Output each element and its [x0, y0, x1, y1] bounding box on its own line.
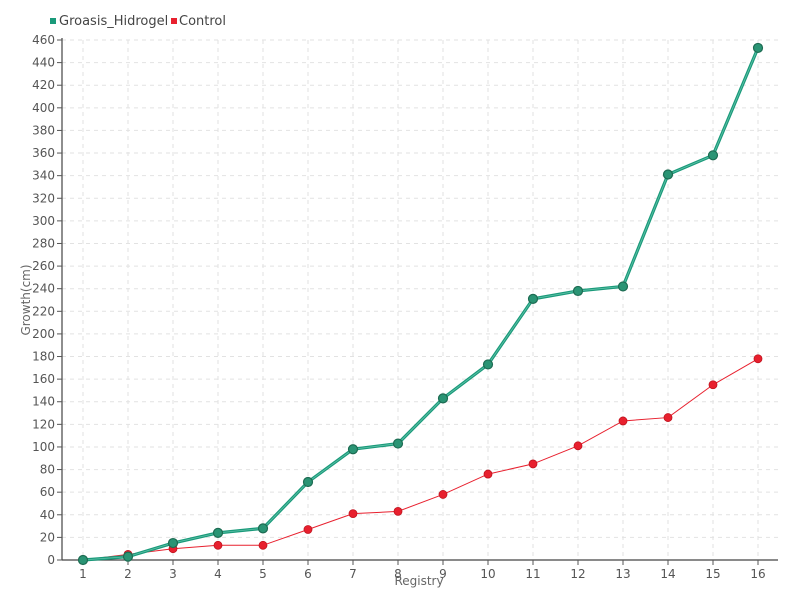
data-point-control[interactable] [303, 525, 313, 534]
y-axis-title: Growth(cm) [19, 264, 33, 335]
x-tick-label: 14 [660, 567, 675, 581]
data-point-groasis[interactable] [617, 281, 629, 292]
y-tick-labels: 0 20 40 60 80 100 120 140 160 180 200 220 240 260 280 3… [32, 33, 62, 567]
series-control [78, 354, 763, 565]
data-point-groasis[interactable] [167, 537, 179, 549]
data-point-groasis[interactable] [212, 527, 224, 538]
data-point-groasis[interactable] [122, 551, 134, 562]
x-tick-labels: 1 2 3 4 5 6 7 8 9 10 11 12 13 14 15 16 [79, 560, 766, 581]
data-point-control[interactable] [663, 413, 673, 422]
data-point-groasis[interactable] [302, 476, 314, 488]
x-tick-label: 8 [394, 567, 402, 581]
data-point-groasis[interactable] [572, 285, 584, 297]
data-point-groasis[interactable] [752, 42, 764, 54]
axes [61, 38, 778, 561]
y-tick-label: 240 [32, 282, 55, 296]
y-tick-label: 340 [32, 169, 55, 183]
data-point-groasis[interactable] [707, 150, 719, 161]
y-tick-label: 60 [40, 485, 55, 499]
y-tick-label: 320 [32, 191, 55, 205]
legend-item-control[interactable]: Control [171, 14, 226, 29]
y-tick-label: 380 [32, 123, 55, 137]
x-tick-label: 6 [304, 567, 312, 581]
legend[interactable]: Groasis_Hidrogel Control [50, 14, 226, 29]
y-tick-label: 440 [32, 56, 55, 70]
data-point-groasis[interactable] [347, 444, 359, 455]
legend-swatch-control [171, 18, 177, 24]
x-tick-label: 10 [480, 567, 495, 581]
y-tick-label: 260 [32, 259, 55, 273]
data-point-groasis[interactable] [662, 169, 674, 180]
y-tick-label: 40 [40, 508, 55, 522]
y-tick-label: 180 [32, 350, 55, 364]
x-tick-label: 15 [705, 567, 720, 581]
data-point-control[interactable] [573, 441, 583, 451]
y-tick-label: 80 [40, 463, 55, 477]
y-tick-label: 280 [32, 236, 55, 250]
data-point-control[interactable] [213, 540, 223, 550]
series-line-groasis [82, 47, 760, 562]
y-tick-label: 120 [32, 417, 55, 431]
data-point-control[interactable] [708, 380, 718, 390]
x-tick-label: 12 [570, 567, 585, 581]
data-point-groasis[interactable] [437, 393, 449, 404]
y-tick-label: 460 [32, 33, 55, 47]
legend-swatch-groasis [50, 18, 56, 24]
series-line-control [82, 358, 759, 561]
x-tick-label: 13 [615, 567, 630, 581]
y-tick-label: 20 [40, 530, 55, 544]
grid-lines [62, 39, 778, 560]
data-point-control[interactable] [753, 354, 763, 364]
data-point-control[interactable] [438, 490, 448, 499]
y-tick-label: 0 [47, 553, 55, 567]
x-tick-label: 3 [169, 567, 177, 581]
y-tick-label: 200 [32, 327, 55, 341]
y-tick-label: 140 [32, 395, 55, 409]
data-point-control[interactable] [348, 509, 358, 519]
x-tick-label: 1 [79, 567, 87, 581]
legend-label-control: Control [179, 14, 226, 29]
series-layer [77, 42, 764, 566]
y-tick-label: 420 [32, 78, 55, 92]
data-point-groasis[interactable] [527, 293, 539, 304]
y-tick-label: 160 [32, 372, 55, 386]
data-point-control[interactable] [618, 416, 628, 426]
y-tick-label: 300 [32, 214, 55, 228]
x-tick-label: 9 [439, 567, 447, 581]
x-tick-label: 4 [214, 567, 222, 581]
data-point-groasis[interactable] [392, 438, 404, 449]
y-tick-label: 220 [32, 304, 55, 318]
series-line-highlight-groasis [82, 47, 759, 561]
x-tick-label: 16 [750, 567, 765, 581]
x-tick-label: 5 [259, 567, 267, 581]
data-point-control[interactable] [393, 506, 403, 516]
series-groasis [77, 42, 764, 566]
legend-item-groasis[interactable]: Groasis_Hidrogel [50, 14, 168, 29]
y-tick-label: 360 [32, 146, 55, 160]
y-tick-label: 400 [32, 101, 55, 115]
data-point-control[interactable] [258, 540, 268, 550]
x-tick-label: 11 [525, 567, 540, 581]
data-point-control[interactable] [528, 459, 538, 469]
data-point-control[interactable] [483, 469, 493, 479]
data-point-groasis[interactable] [482, 359, 494, 370]
x-axis-title: Registry [394, 574, 443, 588]
x-tick-label: 2 [124, 567, 132, 581]
data-point-groasis[interactable] [257, 523, 269, 534]
legend-label-groasis: Groasis_Hidrogel [59, 14, 168, 29]
y-tick-label: 100 [32, 440, 55, 454]
data-point-groasis[interactable] [77, 554, 89, 566]
x-tick-label: 7 [349, 567, 357, 581]
